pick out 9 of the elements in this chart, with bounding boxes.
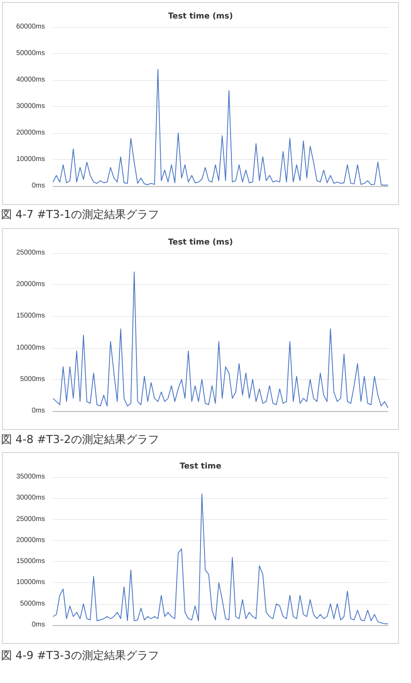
caption: 図 4-7 #T3-1の測定結果グラフ [1, 207, 159, 222]
line-series [52, 69, 388, 186]
caption: 図 4-8 #T3-2の測定結果グラフ [1, 432, 159, 447]
caption: 図 4-9 #T3-3の測定結果グラフ [1, 648, 159, 663]
line-series [52, 272, 388, 408]
chart-title: Test time (ms) [168, 238, 233, 246]
chart-title: Test time [180, 462, 222, 470]
chart-title: Test time (ms) [168, 12, 233, 20]
line-series [52, 494, 388, 624]
